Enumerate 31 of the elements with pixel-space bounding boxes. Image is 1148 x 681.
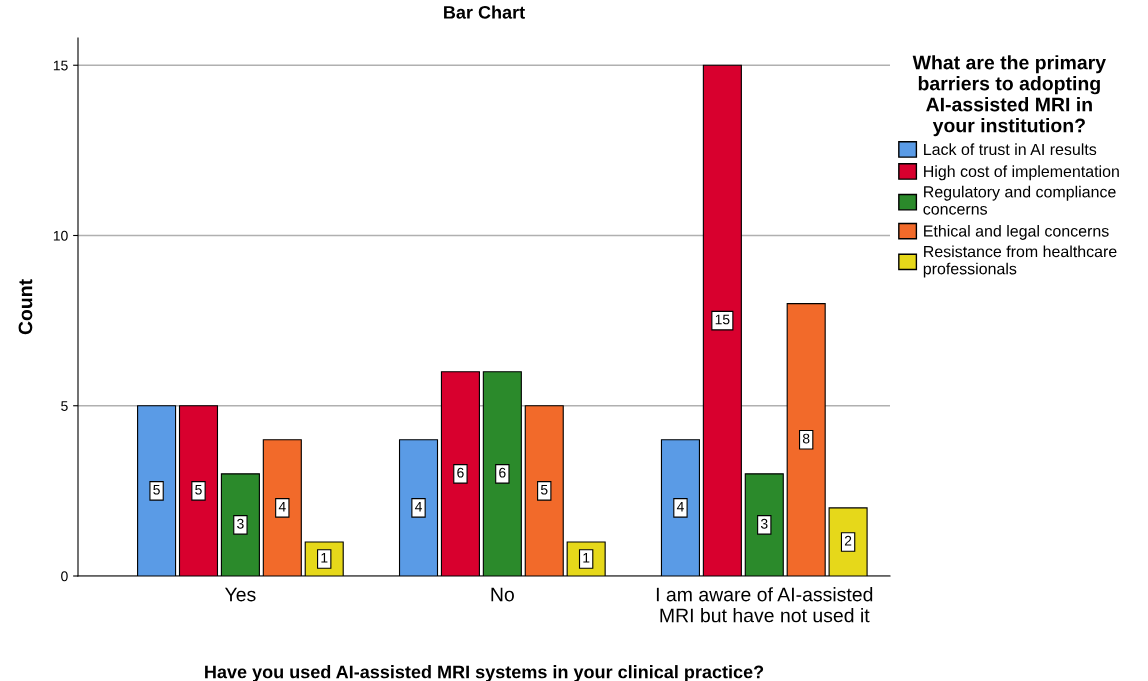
data-label: 1 bbox=[583, 553, 590, 563]
data-label: 15 bbox=[715, 314, 730, 325]
data-label: 4 bbox=[414, 501, 422, 512]
y-tick-label: 5 bbox=[61, 401, 68, 411]
data-label: 5 bbox=[540, 484, 548, 495]
data-label: 4 bbox=[278, 501, 286, 512]
y-axis-title: Count bbox=[18, 279, 33, 335]
y-tick-label: 0 bbox=[61, 571, 68, 582]
data-label: 5 bbox=[195, 484, 202, 495]
x-tick-label: No bbox=[491, 587, 514, 602]
data-label: 8 bbox=[802, 433, 810, 444]
data-label: 2 bbox=[844, 535, 852, 546]
x-axis-title: Have you used AI-assisted MRI systems in your clinical practice? bbox=[205, 665, 764, 681]
legend-label: Lack of trust in AI results bbox=[924, 143, 1097, 156]
data-label: 6 bbox=[499, 467, 506, 478]
data-label: 3 bbox=[760, 518, 768, 529]
data-label: 4 bbox=[676, 501, 684, 512]
legend-title: What are the primary barriers to adopting AI-assisted MRI in your institution? bbox=[912, 55, 1106, 137]
data-label: 6 bbox=[457, 467, 464, 478]
y-tick-label: 10 bbox=[53, 230, 68, 241]
legend-label: Regulatory and compliance concerns bbox=[923, 185, 1116, 215]
x-tick-label: Yes bbox=[224, 587, 256, 602]
chart-title: Bar Chart bbox=[444, 5, 525, 19]
data-label: 1 bbox=[321, 553, 328, 563]
data-label: 5 bbox=[153, 484, 160, 495]
data-label: 3 bbox=[237, 518, 244, 529]
y-tick-label: 15 bbox=[53, 60, 68, 71]
legend-label: High cost of implementation bbox=[924, 165, 1119, 181]
legend-label: Ethical and legal concerns bbox=[924, 224, 1109, 240]
legend-label: Resistance from healthcare professionals bbox=[923, 245, 1117, 278]
x-tick-label: I am aware of AI-assisted MRI but have not used it bbox=[656, 587, 873, 623]
